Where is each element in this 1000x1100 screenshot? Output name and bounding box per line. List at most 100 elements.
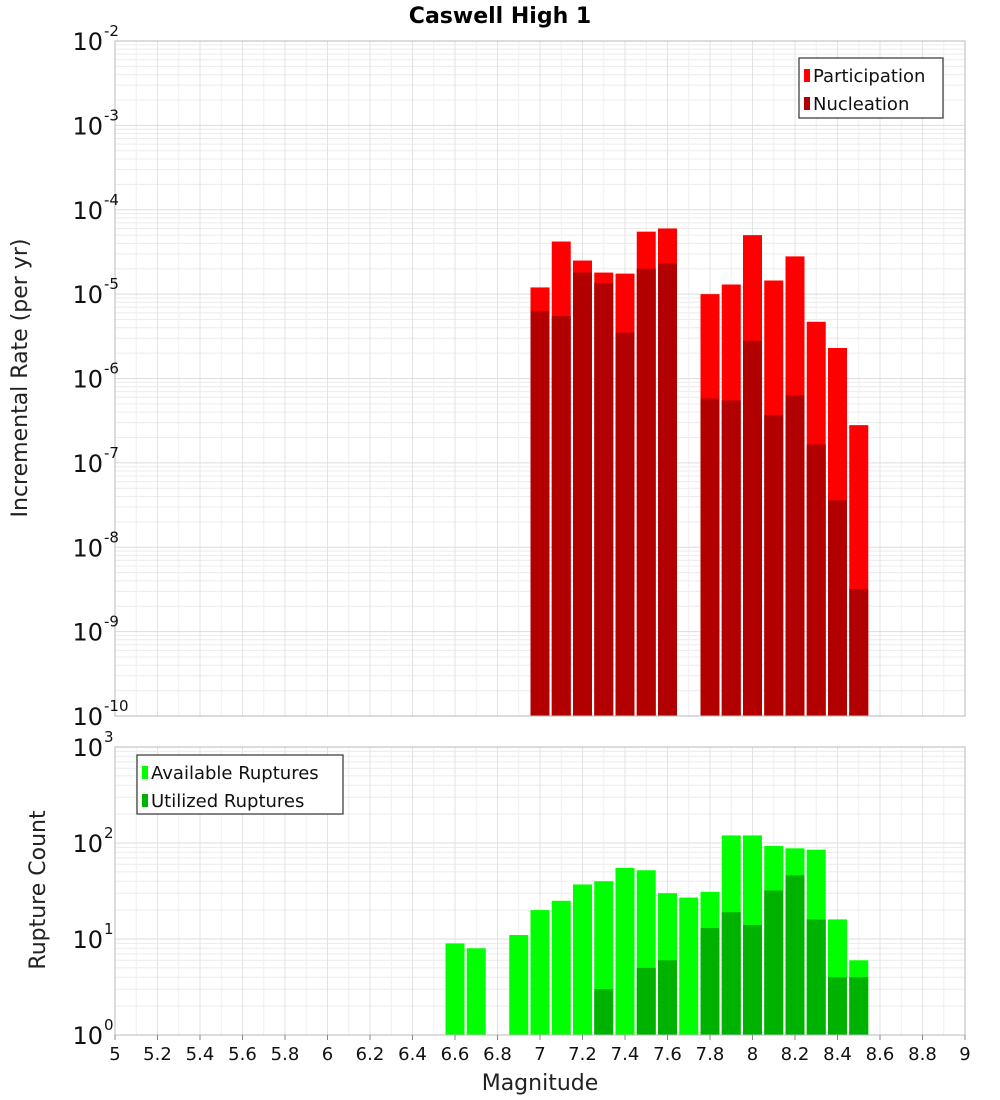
y-tick-exponent: 2 — [104, 824, 114, 842]
legend-swatch — [804, 97, 810, 110]
legend-swatch — [142, 794, 148, 807]
nucleation-bar — [594, 283, 614, 716]
legend-label: Nucleation — [813, 94, 909, 115]
y-tick-base: 10 — [72, 534, 103, 562]
x-tick-label: 7.2 — [568, 1044, 597, 1065]
y-tick-exponent: -2 — [104, 22, 119, 40]
x-tick-label: 5.2 — [143, 1044, 172, 1065]
utilized-ruptures-bar — [658, 960, 677, 1035]
legend: Available Ruptures Utilized Ruptures — [136, 754, 344, 815]
x-tick-label: 5 — [109, 1044, 120, 1065]
y-tick-base: 10 — [72, 112, 103, 140]
legend-label: Available Ruptures — [151, 763, 319, 784]
y-tick-exponent: 0 — [104, 1016, 114, 1034]
x-tick-label: 9 — [959, 1044, 970, 1065]
available-ruptures-bar — [445, 943, 465, 1035]
x-tick-label: 8.8 — [908, 1044, 937, 1065]
legend-box — [136, 754, 344, 815]
y-tick-label: 10 -3 — [72, 106, 119, 140]
x-tick-label: 7 — [534, 1044, 545, 1065]
y-tick-base: 10 — [72, 830, 103, 858]
nucleation-bar — [551, 316, 571, 716]
y-tick-base: 10 — [72, 926, 103, 954]
y-tick-label: 10 -7 — [72, 444, 119, 478]
nucleation-bar — [849, 589, 869, 716]
x-tick-label: 6.8 — [483, 1044, 512, 1065]
y-tick-label: 10 -10 — [72, 697, 128, 731]
nucleation-bar — [743, 340, 762, 716]
y-tick-base: 10 — [72, 366, 103, 394]
nucleation-bar — [615, 332, 635, 716]
utilized-ruptures-bar — [721, 912, 741, 1035]
y-tick-base: 10 — [72, 28, 103, 56]
y-tick-exponent: -4 — [104, 191, 119, 209]
x-axis-label: Magnitude — [482, 1071, 599, 1096]
y-tick-label: 10 0 — [72, 1016, 113, 1050]
x-tick-label: 6.6 — [441, 1044, 470, 1065]
nucleation-bar — [700, 398, 720, 716]
legend-box — [798, 57, 944, 119]
y-tick-base: 10 — [72, 619, 103, 647]
chart-title: Caswell High 1 — [409, 4, 591, 29]
utilized-ruptures-bar — [806, 919, 826, 1035]
legend-label: Utilized Ruptures — [151, 791, 304, 812]
x-tick-label: 5.4 — [186, 1044, 215, 1065]
nucleation-bar — [573, 272, 592, 716]
y-tick-exponent: -3 — [104, 106, 119, 124]
available-ruptures-bar — [509, 935, 529, 1035]
utilized-ruptures-bar — [785, 875, 805, 1035]
available-ruptures-bar — [551, 900, 571, 1035]
y-tick-exponent: 3 — [104, 728, 114, 746]
utilized-ruptures-bar — [700, 928, 720, 1035]
available-ruptures-bar — [615, 867, 635, 1035]
nucleation-bar — [828, 500, 847, 716]
available-ruptures-bar — [530, 910, 550, 1035]
nucleation-bar — [658, 263, 677, 716]
x-tick-label: 6.2 — [356, 1044, 385, 1065]
x-tick-label: 8.4 — [823, 1044, 852, 1065]
y-tick-exponent: -8 — [104, 528, 119, 546]
utilized-ruptures-bar — [594, 989, 614, 1035]
y-tick-label: 10 -4 — [72, 191, 119, 225]
y-tick-label: 10 -5 — [72, 275, 119, 309]
x-tick-label: 7.6 — [653, 1044, 682, 1065]
legend-label: Participation — [813, 66, 925, 87]
available-ruptures-bar — [573, 884, 592, 1035]
y-tick-base: 10 — [72, 281, 103, 309]
x-tick-label: 8 — [747, 1044, 758, 1065]
y-tick-label: 10 -6 — [72, 360, 119, 394]
y-tick-label: 10 -2 — [72, 22, 119, 56]
x-tick-label: 6.4 — [398, 1044, 427, 1065]
y-tick-exponent: -5 — [104, 275, 119, 293]
legend: Participation Nucleation — [798, 57, 944, 119]
nucleation-bar — [785, 395, 805, 716]
y-tick-base: 10 — [72, 703, 103, 731]
y-tick-exponent: -7 — [104, 444, 119, 462]
y-tick-base: 10 — [72, 1022, 103, 1050]
legend-swatch — [142, 766, 148, 779]
x-tick-label: 6 — [322, 1044, 333, 1065]
y-tick-label: 10 2 — [72, 824, 113, 858]
utilized-ruptures-bar — [743, 924, 762, 1035]
y-tick-label: 10 -8 — [72, 528, 119, 562]
bottom-y-axis-label: Rupture Count — [26, 810, 51, 970]
nucleation-bar — [806, 444, 826, 716]
available-ruptures-bar — [466, 948, 486, 1035]
x-tick-label: 5.6 — [228, 1044, 257, 1065]
y-tick-exponent: -10 — [104, 697, 129, 715]
x-tick-label: 5.8 — [271, 1044, 300, 1065]
y-tick-base: 10 — [72, 450, 103, 478]
y-tick-label: 10 3 — [72, 728, 113, 762]
y-tick-exponent: 1 — [104, 920, 114, 938]
x-tick-label: 8.2 — [781, 1044, 810, 1065]
y-tick-exponent: -6 — [104, 360, 119, 378]
utilized-ruptures-bar — [764, 890, 784, 1035]
nucleation-bar — [636, 268, 656, 716]
y-tick-base: 10 — [72, 197, 103, 225]
x-tick-label: 7.4 — [611, 1044, 640, 1065]
available-ruptures-bar — [679, 897, 699, 1035]
nucleation-bar — [530, 311, 550, 716]
y-tick-label: 10 -9 — [72, 613, 119, 647]
